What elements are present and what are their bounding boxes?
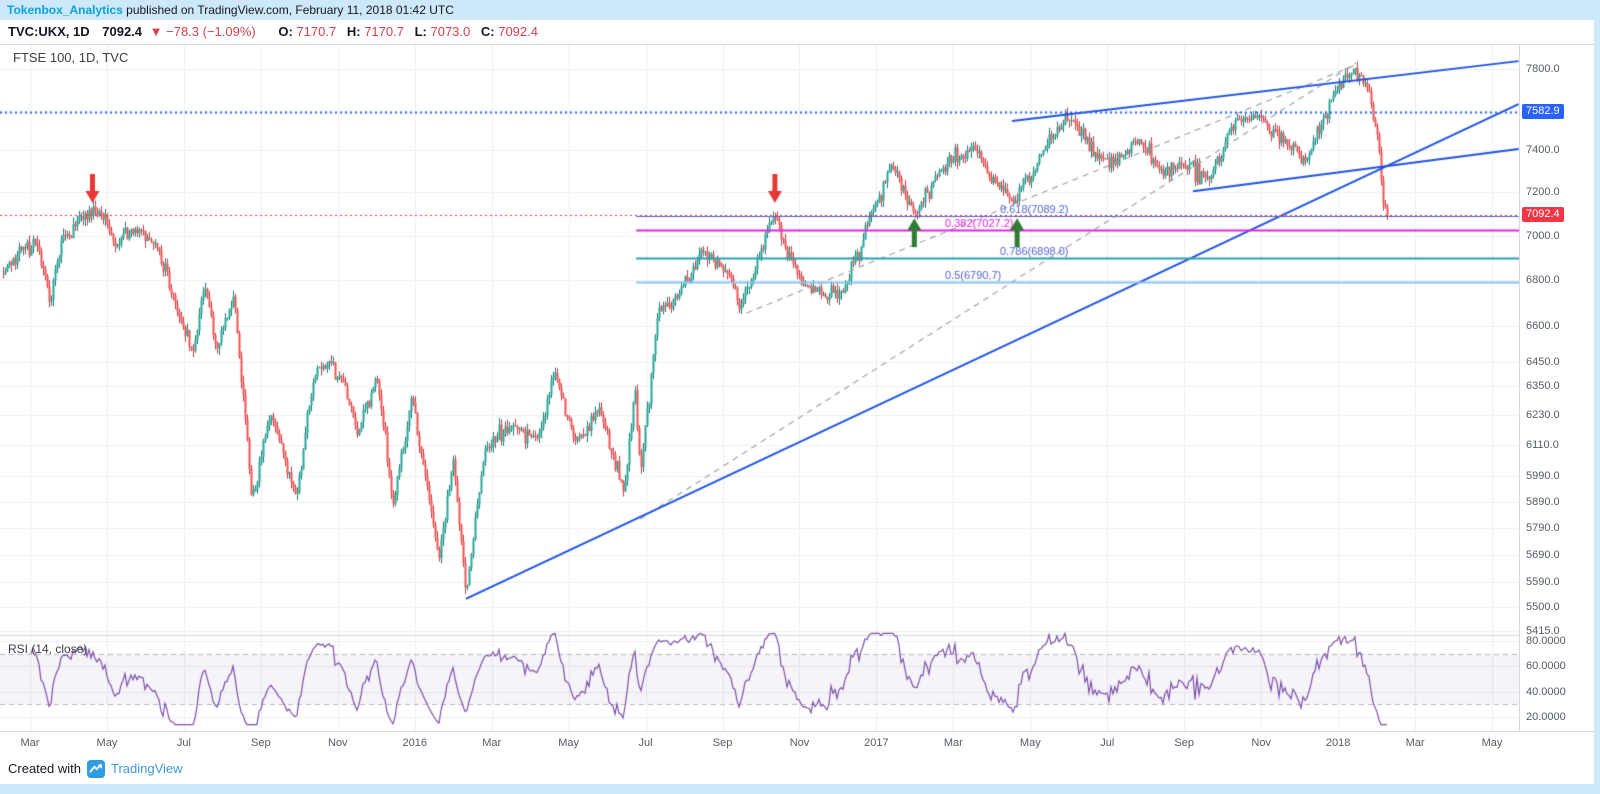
price-tick: 5590.0 bbox=[1526, 576, 1560, 589]
price-tick: 5790.0 bbox=[1526, 521, 1560, 534]
price-tick: 5990.0 bbox=[1526, 469, 1560, 482]
time-tick: May bbox=[1019, 737, 1041, 749]
price-tick: 5690.0 bbox=[1526, 548, 1560, 561]
time-tick: Mar bbox=[482, 737, 502, 749]
rsi-tick: 80.0000 bbox=[1526, 635, 1566, 647]
price-tick: 6110.0 bbox=[1526, 439, 1559, 452]
author-link[interactable]: Tokenbox_Analytics bbox=[7, 3, 123, 17]
chart-legend: FTSE 100, 1D, TVC bbox=[13, 50, 129, 65]
tradingview-brand-link[interactable]: TradingView bbox=[110, 761, 183, 776]
open-value: 7170.7 bbox=[296, 24, 337, 39]
close-value: 7092.4 bbox=[498, 24, 538, 39]
price-tick: 6230.0 bbox=[1526, 409, 1560, 422]
time-tick: Mar bbox=[1405, 737, 1425, 749]
time-tick: Mar bbox=[943, 737, 963, 749]
price-tick: 6450.0 bbox=[1526, 355, 1560, 368]
time-tick: 2018 bbox=[1325, 737, 1351, 749]
price-tick: 6600.0 bbox=[1526, 320, 1560, 333]
close-label: C: bbox=[480, 24, 495, 39]
created-with-label: Created with bbox=[8, 761, 81, 776]
price-tick: 6350.0 bbox=[1526, 379, 1560, 392]
time-tick: Nov bbox=[789, 737, 810, 749]
price-tick: 5500.0 bbox=[1526, 601, 1560, 614]
price-chart-canvas[interactable] bbox=[0, 45, 1519, 754]
rsi-tick: 40.0000 bbox=[1526, 685, 1566, 698]
price-tag-label: 7092.4 bbox=[1522, 207, 1564, 223]
rsi-tick: 60.0000 bbox=[1526, 660, 1566, 673]
time-tick: 2016 bbox=[402, 737, 427, 749]
last-price: 7092.4 bbox=[102, 24, 143, 39]
price-tick: 6800.0 bbox=[1526, 274, 1560, 287]
tradingview-logo-icon[interactable] bbox=[86, 759, 105, 778]
low-value: 7073.0 bbox=[430, 24, 471, 39]
high-label: H: bbox=[346, 24, 361, 39]
chart-area: FTSE 100, 1D, TVC RSI (14, close) 7800.0… bbox=[0, 44, 1594, 754]
price-tick: 7800.0 bbox=[1526, 63, 1560, 75]
publish-info: published on TradingView.com, February 1… bbox=[122, 3, 454, 17]
bottom-border-strip bbox=[0, 784, 1600, 794]
time-tick: Mar bbox=[20, 737, 40, 749]
time-tick: May bbox=[1481, 737, 1503, 749]
low-label: L: bbox=[414, 24, 427, 39]
symbol-title[interactable]: TVC:UKX, 1D bbox=[8, 24, 90, 39]
time-tick: May bbox=[558, 737, 580, 749]
price-tick: 5415.0 bbox=[1526, 625, 1560, 638]
time-tick: May bbox=[96, 737, 118, 749]
price-tag-label: 7582.9 bbox=[1522, 104, 1564, 120]
publish-banner: Tokenbox_Analytics published on TradingV… bbox=[0, 0, 1600, 20]
rsi-tick: 20.0000 bbox=[1526, 711, 1566, 723]
time-tick: Sep bbox=[712, 737, 733, 749]
footer: Created with TradingView bbox=[0, 753, 1594, 784]
rsi-legend: RSI (14, close) bbox=[8, 642, 88, 656]
open-label: O: bbox=[278, 24, 293, 39]
high-value: 7170.7 bbox=[364, 24, 404, 39]
symbol-info-bar: TVC:UKX, 1D 7092.4 ▼ −78.3 (−1.09%) O: 7… bbox=[0, 20, 1594, 44]
time-tick: Jul bbox=[176, 737, 191, 749]
price-change: ▼ −78.3 (−1.09%) bbox=[149, 24, 256, 39]
price-tick: 5890.0 bbox=[1526, 495, 1560, 508]
time-tick: Sep bbox=[1174, 737, 1195, 749]
time-tick: Nov bbox=[1251, 737, 1271, 749]
time-tick: Sep bbox=[251, 737, 271, 749]
time-tick: Jul bbox=[638, 737, 653, 749]
time-tick: Jul bbox=[1100, 737, 1115, 749]
price-tick: 7400.0 bbox=[1526, 144, 1560, 157]
price-tick: 7000.0 bbox=[1526, 229, 1560, 242]
price-tick: 7200.0 bbox=[1526, 186, 1560, 199]
time-axis[interactable]: Mar May Jul Sep Nov 2016 Mar May Jul Sep Nov 2017 Ma… bbox=[0, 731, 1594, 754]
time-tick: 2017 bbox=[864, 737, 889, 749]
price-axis[interactable]: 7800.0 7400.0 7200.0 7000.0 6800.0 6600.0 6450… bbox=[1519, 45, 1594, 754]
right-border-strip bbox=[1594, 20, 1600, 794]
time-tick: Nov bbox=[328, 737, 348, 749]
